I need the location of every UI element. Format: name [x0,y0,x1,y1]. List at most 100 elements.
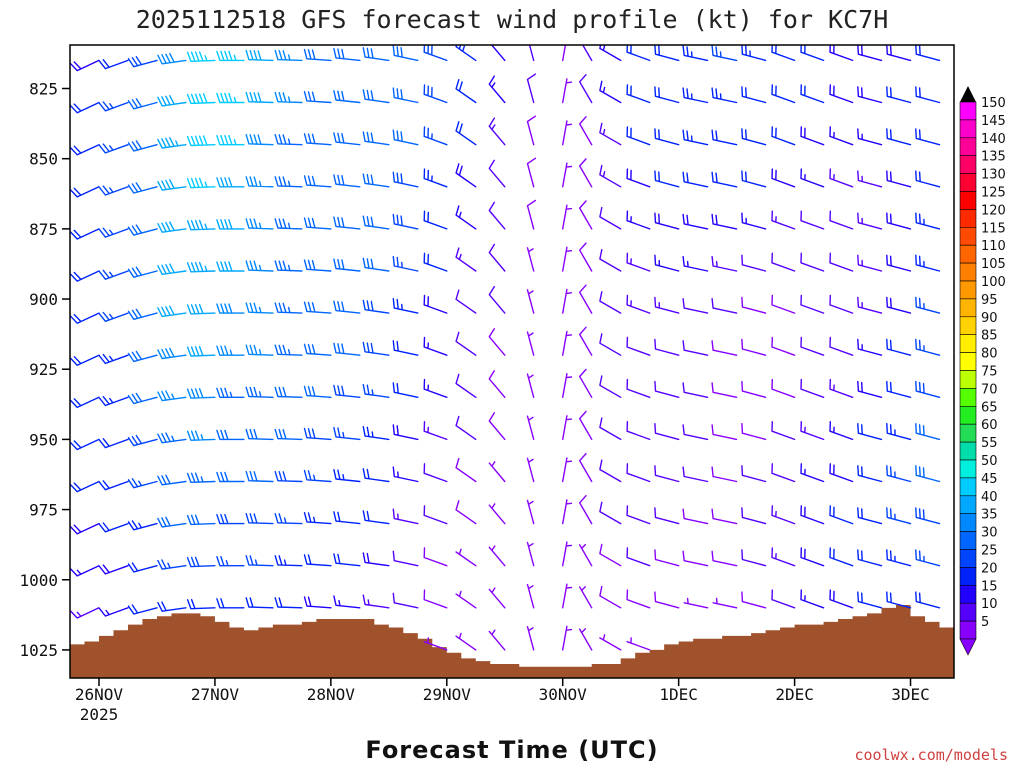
wind-barb [526,157,537,188]
wind-barb [127,56,158,68]
wind-barb [362,215,390,230]
wind-barb [857,465,883,483]
colorbar-swatch [959,298,977,318]
wind-barb [599,417,622,441]
wind-barb [526,247,535,272]
wind-barb [216,429,245,441]
wind-barb [303,217,332,230]
wind-barb [579,452,593,483]
wind-barb [157,137,187,149]
wind-barb [682,45,709,62]
colorbar-tick-label: 30 [981,526,998,541]
credit-text: coolwx.com/models [854,746,1008,764]
wind-barb [245,470,274,483]
wind-barb [186,514,216,526]
wind-barb [915,338,941,356]
wind-barb [526,415,535,441]
wind-barb [654,465,680,483]
wind-barb [488,461,506,483]
wind-barb [70,186,71,188]
colorbar-tick-label: 120 [981,203,1006,218]
wind-barb [488,545,506,567]
wind-barb [626,463,651,483]
wind-barb [526,73,537,104]
wind-barb [274,218,303,230]
wind-barb [488,201,506,230]
wind-barb [711,550,738,567]
colorbar-swatch [959,405,977,425]
wind-barb [654,45,680,62]
wind-barb [488,243,506,272]
wind-barb [626,84,651,104]
wind-barb [771,463,796,483]
wind-barb [127,434,158,447]
wind-barb [127,604,158,615]
wind-barb [216,219,245,230]
wind-barb [599,291,622,314]
wind-barb [562,120,573,146]
wind-barb [362,552,390,567]
colorbar-tick-label: 60 [981,418,998,433]
wind-barb [800,252,825,272]
wind-barb [579,368,593,398]
wind-barb [654,128,680,146]
colorbar-swatch [959,352,977,371]
terrain-area [70,605,954,678]
wind-barb [303,301,332,314]
wind-barb [857,423,883,441]
wind-barb [682,424,709,441]
wind-barb [579,586,593,609]
wind-barb [245,302,274,314]
wind-barb [127,224,158,236]
wind-barb [915,212,941,230]
colorbar-tick-label: 90 [981,311,998,326]
wind-barb [392,213,419,230]
wind-barb [362,468,390,483]
colorbar-tick-label: 95 [981,293,998,308]
wind-barb [392,87,419,104]
wind-barb [98,185,129,196]
colorbar-swatch [959,495,977,514]
wind-barb [333,469,361,483]
wind-barb [599,585,622,609]
wind-barb [800,505,825,525]
x-tick-label: 1DEC [659,685,698,704]
chart-title: 2025112518 GFS forecast wind profile (kt… [136,5,889,34]
wind-barb [98,480,129,491]
wind-barb [599,459,622,483]
wind-barb [70,480,71,483]
wind-barb [245,134,274,146]
wind-barb [455,548,477,567]
wind-barb [886,465,912,483]
wind-barb [455,205,477,230]
wind-barb [186,303,216,315]
wind-barb [800,589,825,609]
wind-barb [915,170,941,188]
wind-barb [216,598,245,609]
wind-barbs-layer [70,45,941,651]
wind-barb [303,554,332,567]
colorbar-swatch [959,191,977,210]
wind-barb [488,587,506,609]
wind-barb [626,294,651,314]
colorbar-swatch [959,584,977,604]
colorbar-swatch [959,388,977,407]
wind-barb [127,478,158,489]
wind-barb [857,45,883,62]
wind-barb [245,344,274,356]
wind-barb [216,345,245,356]
wind-barb [362,257,390,272]
wind-barb [829,210,854,230]
wind-barb [915,45,941,62]
wind-barb [886,423,912,441]
wind-barb [857,212,883,230]
wind-barb [712,597,738,609]
wind-barb [186,598,216,610]
wind-barb [455,289,477,314]
wind-barb [800,378,825,398]
wind-barb [915,423,941,441]
wind-barb [682,213,709,230]
wind-barb [741,86,767,104]
